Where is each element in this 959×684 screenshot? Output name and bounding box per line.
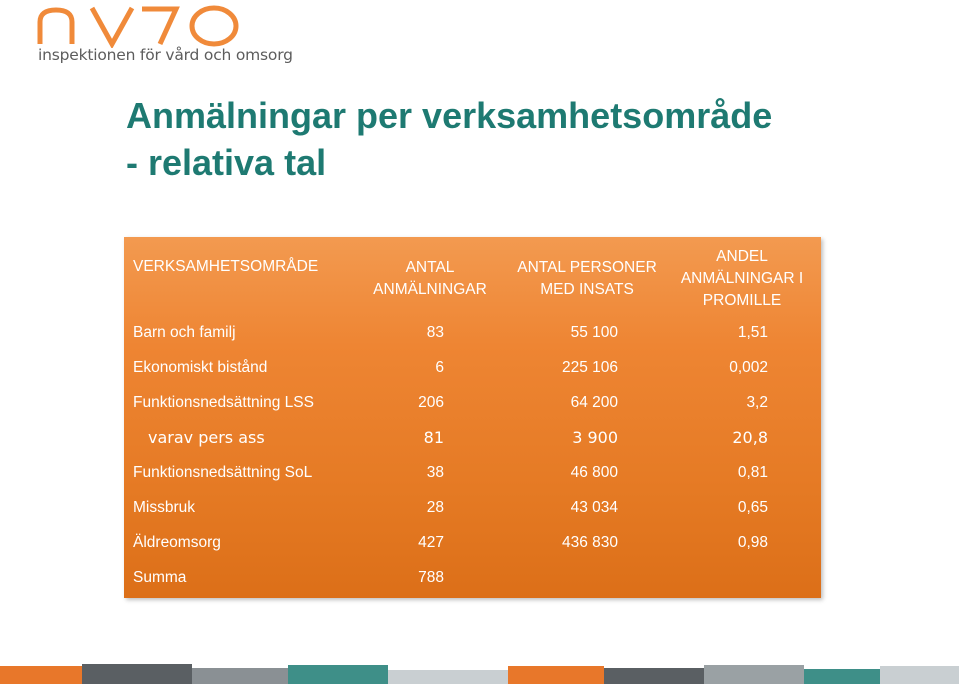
slide-title: Anmälningar per verksamhetsområde - rela… (126, 92, 886, 186)
row-antal: 28 (426, 499, 444, 516)
title-line-2: - relativa tal (126, 142, 327, 183)
footer-stripe (804, 669, 880, 684)
row-personer: 55 100 (570, 324, 618, 341)
row-area: Funktionsnedsättning SoL (133, 464, 313, 481)
header-area: VERKSAMHETSOMRÅDE (133, 258, 319, 275)
footer-stripe (604, 668, 704, 684)
header-andel-line-2: ANMÄLNINGAR I (680, 270, 804, 287)
row-personer: 225 106 (561, 359, 618, 376)
row-antal: 38 (426, 464, 444, 481)
header-andel-line-1: ANDEL (716, 248, 768, 265)
title-line-1: Anmälningar per verksamhetsområde (126, 95, 773, 136)
row-area: Äldreomsorg (133, 534, 221, 551)
row-andel: 0,98 (737, 534, 768, 551)
row-andel: 0,81 (737, 464, 768, 481)
footer-stripe (388, 670, 508, 684)
ivo-logo: inspektionen för vård och omsorg (36, 4, 293, 68)
row-antal: 83 (426, 324, 444, 341)
header-antal-line-2: ANMÄLNINGAR (373, 281, 487, 298)
row-antal: 6 (435, 359, 444, 376)
footer-stripe (508, 666, 604, 684)
row-andel: 0,002 (729, 359, 768, 376)
header-andel: ANDEL ANMÄLNINGAR I PROMILLE (662, 246, 822, 312)
row-personer: 3 900 (572, 428, 618, 447)
row-antal-total: 788 (418, 569, 444, 586)
row-personer: 64 200 (570, 394, 618, 411)
ivo-logo-mark (37, 5, 239, 48)
footer-stripes (0, 664, 959, 684)
row-antal: 81 (423, 428, 444, 447)
row-personer: 46 800 (570, 464, 618, 481)
row-andel: 0,65 (737, 499, 768, 516)
row-area-sub: varav pers ass (148, 428, 265, 447)
row-andel: 1,51 (737, 324, 768, 341)
row-area-total: Summa (133, 569, 187, 586)
footer-stripe (192, 668, 288, 684)
footer-stripe (288, 665, 388, 684)
footer-stripe (82, 664, 192, 684)
footer-stripe (704, 665, 804, 684)
logo-text: inspektionen för vård och omsorg (38, 46, 293, 64)
row-area: Barn och familj (133, 324, 236, 341)
header-personer-line-2: MED INSATS (540, 281, 634, 298)
row-andel: 3,2 (746, 394, 768, 411)
footer-stripe (0, 666, 82, 684)
header-antal-line-1: ANTAL (405, 259, 455, 276)
row-personer: 436 830 (561, 534, 618, 551)
row-personer: 43 034 (570, 499, 618, 516)
header-personer: ANTAL PERSONER MED INSATS (502, 257, 672, 301)
row-area: Ekonomiskt bistånd (133, 359, 268, 376)
row-area: Funktionsnedsättning LSS (133, 394, 314, 411)
row-andel: 20,8 (732, 428, 768, 447)
header-antal: ANTAL ANMÄLNINGAR (350, 257, 510, 301)
header-andel-line-3: PROMILLE (702, 292, 782, 309)
footer-stripe (880, 666, 959, 684)
row-antal: 206 (418, 394, 444, 411)
row-antal: 427 (418, 534, 444, 551)
row-area: Missbruk (133, 499, 196, 516)
header-personer-line-1: ANTAL PERSONER (517, 259, 657, 276)
statistics-table: VERKSAMHETSOMRÅDE ANTAL ANMÄLNINGAR ANTA… (124, 237, 821, 598)
